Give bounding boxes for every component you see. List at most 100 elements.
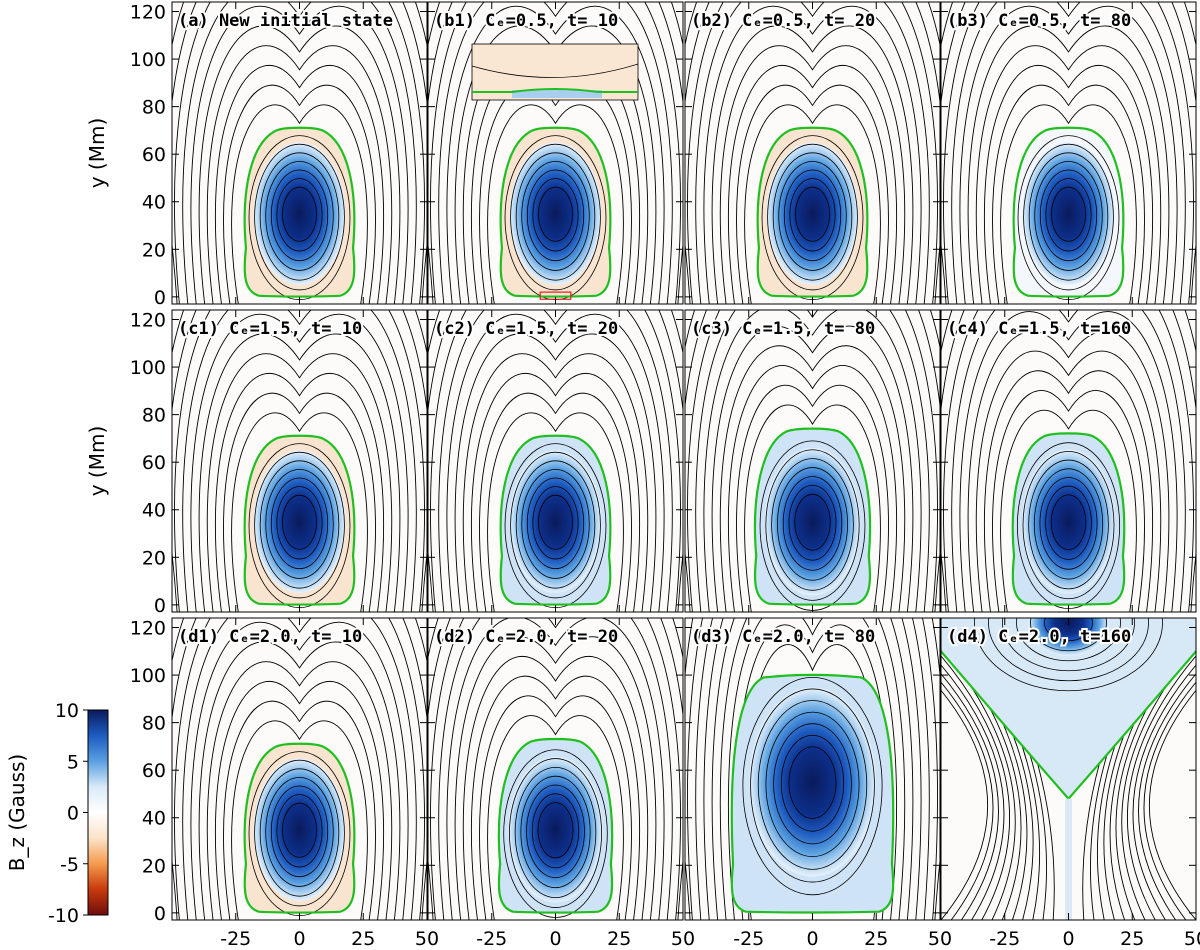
panels-group: (a) New initial state (b1) Cₑ=0.5, t= 10 (… [171, 1, 1197, 921]
field-line [1132, 664, 1196, 920]
flux-contour [771, 458, 854, 591]
flux-contour [515, 460, 596, 589]
field-line [736, 385, 889, 612]
flux-contour [282, 494, 317, 550]
field-line [695, 310, 930, 612]
field-line [479, 392, 632, 612]
flux-contour [270, 785, 329, 878]
field-line [231, 720, 368, 920]
flux-contour [788, 746, 837, 819]
flux-contour [1028, 152, 1109, 281]
field-line [471, 373, 640, 612]
y-tick-label: 60 [142, 760, 166, 782]
panel-ticks [940, 618, 1197, 920]
flux-contour [282, 802, 317, 858]
field-line [206, 353, 393, 612]
field-line [695, 618, 930, 920]
flux-contour [265, 777, 334, 887]
flux-contour [777, 467, 848, 581]
flux-rope-boundary [499, 434, 612, 606]
field-line [479, 84, 632, 304]
x-tick-label: 25 [607, 928, 631, 950]
panel-ticks [684, 618, 941, 920]
field-line [190, 5, 409, 304]
flux-rope-boundary [1011, 432, 1126, 606]
flux-rope-contours [504, 135, 607, 301]
field-line [454, 636, 657, 920]
flux-contour [1030, 618, 1107, 652]
flux-contour [988, 618, 1149, 682]
field-line [677, 240, 683, 304]
field-line [719, 345, 906, 612]
field-line [736, 84, 889, 304]
field-line [967, 25, 1170, 304]
field-line [941, 548, 947, 612]
inset-field-line [471, 63, 639, 78]
panel-b3: (b3) Cₑ=0.5, t= 80 [940, 1, 1197, 305]
flux-contour [780, 734, 845, 832]
flux-contour [782, 476, 843, 571]
field-line [421, 240, 427, 304]
field-line [487, 104, 624, 304]
field-line [703, 5, 922, 304]
field-line [172, 856, 178, 920]
panel-c2: (c2) Cₑ=1.5, t= 20 [427, 309, 684, 613]
flux-contour [1039, 169, 1098, 262]
flux-contour [510, 143, 601, 291]
field-line [727, 618, 898, 920]
field-line [430, 310, 681, 612]
flux-rope-boundary [243, 434, 356, 606]
field-line [744, 404, 881, 612]
y-axis-label: y (Mm) [85, 118, 109, 189]
axes-group: 0204060801001200204060801001200204060801… [85, 2, 1200, 950]
flux-contour [254, 143, 345, 291]
field-line [984, 370, 1153, 612]
flux-rope-boundary [753, 427, 872, 606]
field-line [687, 618, 938, 920]
panel-ticks [684, 310, 941, 612]
flux-contour [259, 768, 340, 897]
field-line [462, 656, 649, 920]
field-line [428, 310, 683, 415]
y-tick-label: 80 [142, 713, 166, 735]
colorbar-scale [87, 709, 109, 916]
y-tick-label: 80 [142, 97, 166, 119]
y-axis-label: y (Mm) [85, 426, 109, 497]
flux-contour [767, 143, 858, 291]
x-tick-label: 0 [806, 928, 818, 950]
panel-c3: (c3) Cₑ=1.5, t= 80 [684, 309, 941, 613]
field-line [941, 240, 947, 304]
colorbar-tick-label: -10 [48, 905, 79, 927]
field-line [1138, 673, 1196, 920]
field-line [943, 2, 1194, 304]
flux-contour [1016, 618, 1121, 662]
flux-contour [1028, 459, 1109, 590]
x-tick-label: 50 [415, 928, 439, 950]
field-line [1143, 681, 1196, 920]
field-line [223, 700, 376, 920]
y-tick-label: 40 [142, 500, 166, 522]
field-line [719, 45, 906, 304]
panel-d1: (d1) Cₑ=2.0, t= 10 [171, 617, 428, 921]
flux-rope-boundary [499, 126, 612, 298]
field-line [421, 548, 427, 612]
field-line [231, 104, 368, 304]
field-line [446, 313, 665, 612]
flux-rope-boundary [497, 737, 614, 914]
panel-label: (d1) Cₑ=2.0, t= 10 [178, 627, 362, 647]
field-line [951, 310, 1186, 612]
field-lines [172, 310, 427, 612]
field-line [685, 310, 940, 411]
inset-blue-region [512, 90, 602, 98]
field-line [1149, 689, 1196, 920]
y-tick-label: 20 [142, 855, 166, 877]
field-line [941, 664, 1005, 920]
field-line [206, 661, 393, 920]
flux-contour [772, 152, 853, 281]
flux-rope-contours [974, 618, 1163, 692]
x-tick-label: -25 [733, 928, 764, 950]
field-lines [941, 310, 1196, 612]
field-line [934, 856, 940, 920]
field-line [182, 310, 417, 612]
panel-b1: (b1) Cₑ=0.5, t= 10 [427, 1, 684, 305]
